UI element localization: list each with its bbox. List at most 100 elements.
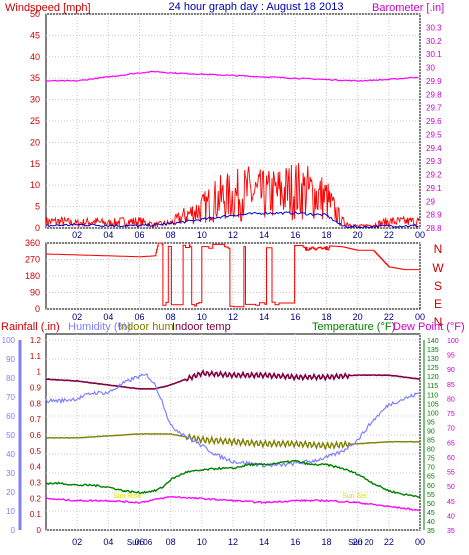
day-label: Sun 06 bbox=[127, 538, 153, 547]
y-tick-label: 45 bbox=[447, 499, 455, 506]
x-tick-label: 22 bbox=[384, 312, 394, 322]
y-tick-label: 55 bbox=[427, 492, 435, 499]
y-tick-label: 110 bbox=[427, 392, 438, 399]
y-tick-label: 1.2 bbox=[30, 336, 42, 345]
y-tick-label: 180 bbox=[25, 271, 40, 281]
indoor-hum-series-line bbox=[45, 432, 421, 451]
y-tick-label: 85 bbox=[447, 382, 455, 389]
x-tick-label: 20 bbox=[353, 230, 363, 240]
y-tick-label: 29.5 bbox=[426, 130, 442, 139]
temperature-series-line bbox=[45, 459, 421, 498]
x-tick-label: 12 bbox=[228, 312, 238, 322]
y-tick-label: 65 bbox=[427, 474, 435, 481]
y-tick-label: 85 bbox=[427, 438, 435, 445]
wind-average-series-line bbox=[45, 211, 419, 229]
x-tick-label: 22 bbox=[384, 230, 394, 240]
compass-label: N bbox=[434, 315, 443, 329]
y-tick-label: 360 bbox=[25, 238, 40, 248]
y-tick-label: 90 bbox=[447, 367, 455, 374]
x-tick-label: 08 bbox=[166, 312, 176, 322]
y-tick-label: 75 bbox=[447, 411, 455, 418]
y-tick-label: 20 bbox=[6, 488, 15, 497]
x-tick-label: 00 bbox=[415, 312, 425, 322]
y-tick-label: 35 bbox=[30, 73, 40, 83]
y-tick-label: 29.1 bbox=[426, 184, 442, 193]
x-tick-label: 16 bbox=[290, 312, 300, 322]
y-tick-label: 40 bbox=[6, 450, 15, 459]
chart-title: 24 hour graph day : August 18 2013 bbox=[169, 1, 344, 13]
y-tick-label: 0.3 bbox=[30, 479, 42, 488]
x-tick-label: 12 bbox=[228, 537, 238, 547]
y-tick-label: 30.2 bbox=[426, 37, 442, 46]
y-tick-label: 90 bbox=[6, 355, 15, 364]
y-tick-label: 50 bbox=[6, 431, 15, 440]
y-tick-label: 50 bbox=[30, 9, 40, 19]
y-tick-label: 0 bbox=[37, 526, 42, 535]
y-tick-label: 0.4 bbox=[30, 463, 42, 472]
y-tick-label: 35 bbox=[447, 528, 455, 535]
x-tick-label: 12 bbox=[228, 230, 238, 240]
sun-event-label: Sun Rise bbox=[113, 493, 142, 500]
day-label: Sun 20 bbox=[348, 538, 374, 547]
y-tick-label: 140 bbox=[427, 338, 439, 345]
y-tick-label: 60 bbox=[6, 412, 15, 421]
y-tick-label: 0.6 bbox=[30, 431, 42, 440]
x-tick-label: 06 bbox=[134, 537, 144, 547]
x-tick-label: 14 bbox=[259, 230, 269, 240]
y-tick-label: 120 bbox=[427, 374, 439, 381]
y-tick-label: 60 bbox=[427, 483, 435, 490]
y-tick-label: 80 bbox=[6, 374, 15, 383]
x-tick-label: 04 bbox=[103, 312, 113, 322]
compass-label: N bbox=[434, 242, 443, 256]
y-tick-label: 28.8 bbox=[426, 224, 442, 233]
y-tick-label: 15 bbox=[30, 159, 40, 169]
y-tick-label: 35 bbox=[427, 528, 435, 535]
y-tick-label: 45 bbox=[427, 510, 435, 517]
y-tick-label: 0.2 bbox=[30, 494, 42, 503]
y-tick-label: 10 bbox=[6, 507, 15, 516]
y-tick-label: 65 bbox=[447, 440, 455, 447]
y-tick-label: 1 bbox=[37, 368, 42, 377]
compass-label: E bbox=[434, 297, 442, 311]
y-tick-label: 29.4 bbox=[426, 144, 442, 153]
y-tick-label: 29.8 bbox=[426, 90, 442, 99]
legend-dew-point: Dew Point (°F) bbox=[393, 321, 465, 333]
y-tick-label: 60 bbox=[447, 455, 455, 462]
y-tick-label: 0 bbox=[11, 526, 16, 535]
compass-label: W bbox=[432, 261, 444, 275]
x-tick-label: 18 bbox=[321, 312, 331, 322]
x-tick-label: 18 bbox=[321, 230, 331, 240]
legend-indoor-hum: Indoor hum bbox=[118, 321, 174, 333]
y-tick-label: 70 bbox=[427, 465, 435, 472]
humidity-series-line bbox=[45, 373, 421, 468]
y-tick-label: 115 bbox=[427, 383, 438, 390]
y-tick-label: 0.8 bbox=[30, 399, 42, 408]
y-tick-label: 50 bbox=[427, 501, 435, 508]
compass-labels: N W S E N bbox=[432, 242, 444, 329]
y-tick-label: 45 bbox=[30, 30, 40, 40]
x-tick-label: 08 bbox=[166, 537, 176, 547]
x-tick-label: 02 bbox=[72, 312, 82, 322]
sun-event-label: Sun Set bbox=[342, 493, 367, 500]
y-tick-label: 70 bbox=[447, 426, 455, 433]
x-tick-label: 10 bbox=[197, 537, 207, 547]
y-tick-label: 100 bbox=[427, 410, 439, 417]
legend-humidity: Humidity (%) bbox=[68, 321, 131, 333]
y-tick-label: 100 bbox=[447, 338, 459, 345]
y-tick-label: 28.9 bbox=[426, 211, 442, 220]
y-tick-label: 130 bbox=[427, 356, 439, 363]
y-tick-label: 25 bbox=[30, 116, 40, 126]
y-tick-label: 0 bbox=[35, 304, 40, 314]
y-tick-label: 29.7 bbox=[426, 104, 442, 113]
y-tick-label: 80 bbox=[447, 396, 455, 403]
y-tick-label: 70 bbox=[6, 393, 15, 402]
y-tick-label: 95 bbox=[427, 419, 435, 426]
y-tick-label: 5 bbox=[35, 202, 40, 212]
indoor-temp-series-line bbox=[45, 369, 421, 390]
y-tick-label: 30.3 bbox=[426, 23, 442, 32]
x-tick-label: 22 bbox=[384, 537, 394, 547]
y-tick-label: 0.9 bbox=[30, 384, 42, 393]
y-tick-label: 1.1 bbox=[30, 352, 42, 361]
x-tick-label: 16 bbox=[290, 230, 300, 240]
x-tick-label: 06 bbox=[134, 312, 144, 322]
